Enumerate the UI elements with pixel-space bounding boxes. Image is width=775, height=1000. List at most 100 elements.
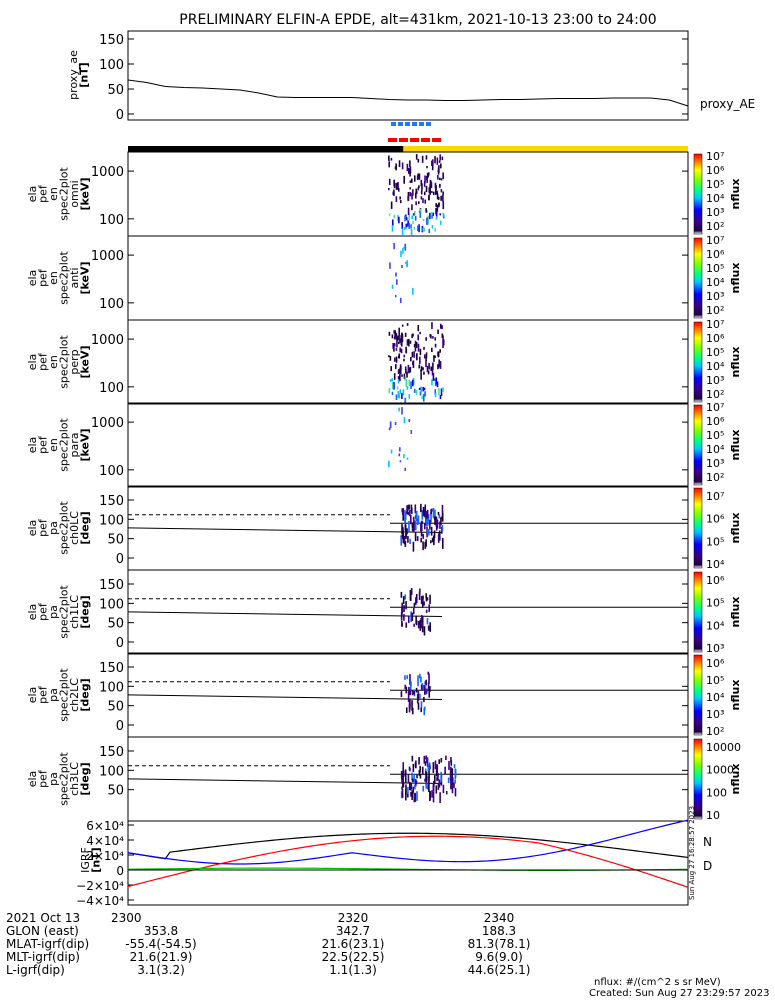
spectrogram-cell — [432, 159, 434, 166]
pitch-angle-cell — [450, 766, 452, 773]
axis-label-line: ela — [26, 354, 39, 371]
pitch-angle-cell — [434, 516, 436, 525]
spectrogram-cell — [436, 193, 439, 200]
spectrogram-cell — [439, 154, 442, 161]
pitch-angle-cell — [412, 786, 415, 794]
spectrogram-cell — [440, 388, 443, 396]
pitch-angle-cell — [454, 788, 457, 797]
pitch-angle-cell — [400, 770, 403, 779]
spectrogram-cell — [433, 355, 435, 362]
pitch-angle-cell — [416, 774, 418, 779]
pitch-angle-cell — [430, 540, 432, 544]
spectrogram-cell — [435, 377, 438, 385]
spectrogram-cell — [419, 213, 422, 218]
spectrogram-cell — [413, 344, 416, 348]
spectrogram-cell — [401, 332, 403, 339]
spectrogram-cell — [391, 225, 394, 232]
spectrogram-cell — [434, 228, 437, 232]
spectrogram-cell — [406, 323, 409, 326]
spectrogram-cell — [430, 366, 433, 371]
axis-label-line: pa — [47, 605, 60, 619]
pitch-angle-cell — [409, 510, 411, 517]
spectrogram-cell — [397, 214, 399, 222]
colorbar-tick-label: 10⁵ — [706, 535, 724, 548]
colorbar-tick-label: 10⁴ — [706, 192, 725, 205]
spectrogram-cell — [393, 345, 395, 352]
pitch-angle-cell — [411, 522, 414, 528]
pitch-angle-cell — [409, 699, 411, 707]
colorbar-tick-label: 10³ — [706, 206, 724, 219]
pitch-angle-cell — [416, 693, 419, 704]
colorbar-label: nflux — [729, 179, 742, 210]
axis-label-line: [keV] — [78, 345, 91, 378]
axis-label-line: [keV] — [78, 428, 91, 461]
pitch-angle-cell — [402, 773, 404, 783]
spectrogram-cell — [416, 175, 419, 181]
spectrogram-cell — [390, 157, 393, 161]
spectrogram-frame — [127, 402, 689, 488]
spectrogram-cell — [388, 388, 391, 394]
pitch-angle-cell — [400, 591, 403, 598]
pitch-angle-cell — [409, 674, 411, 685]
pitch-angle-cell — [412, 763, 415, 772]
pitch-angle-cell — [425, 688, 428, 694]
colorbar-tick-label: 10⁶ — [706, 332, 725, 345]
pitch-angle-cell — [453, 782, 455, 789]
pitch-angle-cell — [437, 511, 440, 516]
colorbar-tick-label: 10² — [706, 388, 724, 401]
pitch-angle-cell — [450, 776, 453, 782]
spectrogram-cell — [399, 389, 402, 395]
pitch-angle-frame — [127, 569, 689, 655]
spectrogram-cell — [422, 387, 425, 392]
pitch-angle-cell — [405, 532, 407, 540]
spectrogram-cell — [405, 379, 408, 388]
pitch-angle-cell — [432, 785, 435, 792]
spectrogram-cell — [412, 378, 415, 385]
axis-label-line: ela — [26, 520, 39, 537]
spectrogram-cell — [431, 162, 434, 171]
spectrogram-cell — [442, 212, 445, 218]
pitch-angle-cell — [445, 755, 447, 761]
spectrogram-cell — [423, 371, 425, 375]
pitch-angle-cell — [408, 704, 411, 713]
spectrogram-cell — [437, 364, 439, 370]
colorbar-tick-label: 10⁷ — [706, 490, 724, 503]
spectrogram-cell — [415, 389, 418, 395]
axis-label-line: nflux — [729, 597, 742, 628]
ephemeris-value: 9.6(9.0) — [475, 950, 523, 964]
pitch-angle-cell — [405, 789, 407, 801]
axis-label-line: para — [68, 433, 81, 458]
pitch-angle-cell — [428, 673, 430, 684]
colorbar-tick-label: 10⁶ — [706, 657, 725, 670]
spectrogram-cell — [417, 225, 419, 232]
spectrogram-cell — [429, 184, 431, 191]
axis-label-line: pef — [36, 769, 49, 788]
spectrogram-cell — [412, 287, 414, 295]
ephemeris-value: 3.1(3.2) — [137, 963, 185, 977]
spectrogram-cell — [422, 219, 425, 222]
spectrogram-cell — [420, 190, 423, 195]
pitch-angle-cell — [415, 513, 418, 520]
pitch-angle-cell — [406, 528, 408, 535]
y-tick-label: 50 — [107, 617, 124, 632]
day-bar — [403, 146, 688, 152]
ephemeris-label: 2021 Oct 13 — [6, 911, 81, 925]
pitch-angle-cell — [425, 755, 427, 760]
spectrogram-cell — [406, 163, 409, 172]
spectrogram-cell — [397, 187, 400, 192]
spectrogram-cell — [434, 337, 437, 341]
spectrogram-cell — [417, 324, 420, 332]
pitch-angle-cell — [427, 763, 430, 772]
pitch-angle-cell — [437, 533, 440, 543]
pitch-angle-cell — [414, 520, 417, 531]
colorbar-tick-label: 10⁵ — [706, 674, 724, 687]
pitch-angle-cell — [423, 696, 425, 703]
pitch-angle-cell — [451, 782, 454, 794]
pitch-angle-cell — [424, 778, 426, 782]
loss-cone-line — [127, 778, 391, 784]
pitch-angle-cell — [425, 519, 428, 527]
colorbar-tick-label: 10³ — [706, 708, 724, 721]
spectrogram-cell — [431, 160, 433, 166]
